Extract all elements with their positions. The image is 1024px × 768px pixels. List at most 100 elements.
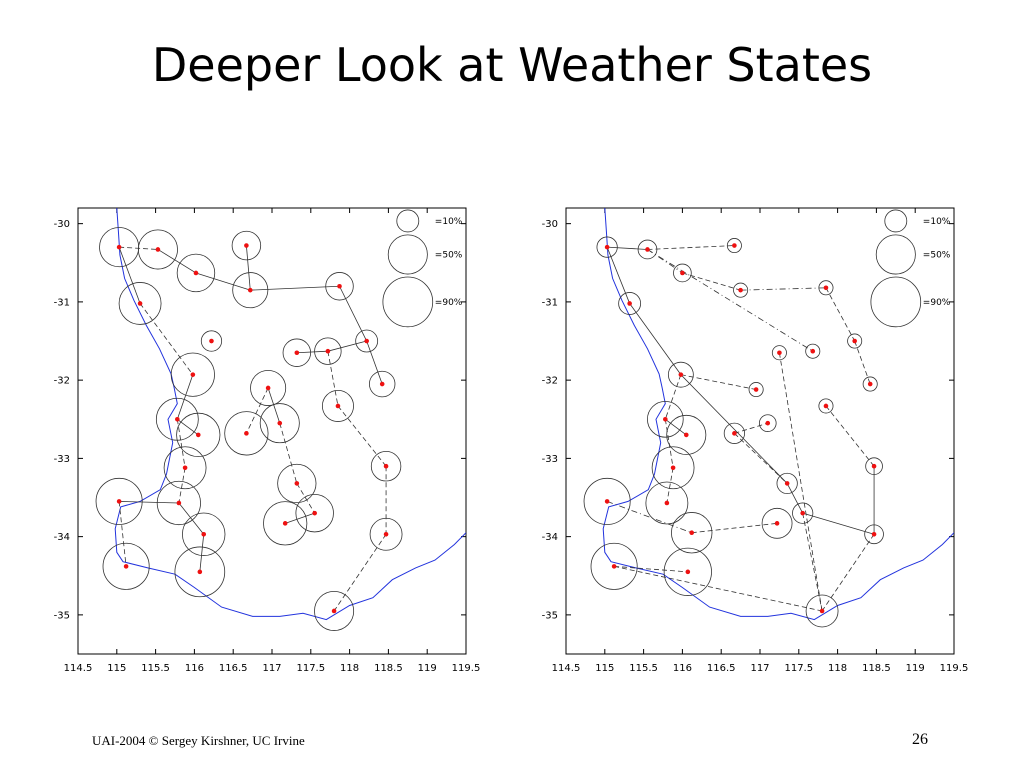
- precip-probability-circle: [325, 272, 354, 301]
- station-dot: [379, 381, 385, 387]
- x-tick-label: 116: [673, 663, 692, 674]
- station-dot: [197, 569, 203, 575]
- station-dot: [244, 243, 249, 248]
- station-link: [665, 418, 687, 436]
- station-dot: [209, 338, 214, 344]
- x-tick-label: 118.5: [374, 663, 403, 674]
- station-dot: [777, 350, 782, 356]
- precip-probability-circle: [137, 229, 178, 270]
- precip-probability-circle: [596, 236, 618, 258]
- station-dot: [265, 385, 271, 391]
- precip-probability-circle: [663, 547, 712, 596]
- legend-label: =10%: [435, 217, 463, 227]
- precip-probability-circle: [321, 389, 354, 422]
- x-tick-label: 115: [595, 663, 614, 674]
- y-tick-label: -31: [54, 297, 70, 308]
- station-dot: [325, 348, 331, 354]
- station-dot: [247, 287, 253, 293]
- y-tick-label: -30: [54, 219, 70, 230]
- coastline: [114, 208, 466, 621]
- precip-probability-circle: [232, 272, 269, 309]
- station-link: [178, 467, 186, 504]
- coastline: [602, 208, 954, 621]
- precip-probability-circle: [156, 480, 201, 526]
- station-dot: [155, 247, 161, 252]
- precip-probability-circle: [118, 282, 162, 325]
- slide-title: Deeper Look at Weather States: [151, 38, 873, 92]
- station-link: [614, 565, 688, 573]
- y-tick-label: -32: [54, 376, 70, 387]
- y-tick-label: -33: [542, 454, 558, 465]
- station-dot: [282, 521, 288, 526]
- station-link: [246, 387, 269, 434]
- station-link: [296, 350, 328, 354]
- plot-layer: [583, 208, 954, 628]
- precip-probability-circle: [174, 546, 226, 598]
- precip-probability-circle: [862, 376, 878, 392]
- precip-probability-circle: [176, 253, 216, 293]
- x-tick-label: 117.5: [784, 663, 813, 674]
- station-dot: [823, 403, 829, 409]
- station-link: [647, 245, 735, 250]
- station-dot: [645, 247, 650, 252]
- station-dot: [678, 372, 684, 377]
- precip-probability-circle: [95, 477, 143, 525]
- station-link: [666, 467, 674, 504]
- station-link: [250, 285, 340, 291]
- station-link: [740, 287, 826, 291]
- station-dot: [871, 463, 877, 469]
- precip-probability-circle: [259, 403, 300, 444]
- precip-probability-circle: [618, 292, 642, 315]
- station-dot: [823, 285, 829, 291]
- station-dot: [732, 431, 737, 436]
- station-dot: [383, 531, 389, 537]
- precip-probability-circle: [805, 343, 821, 359]
- x-tick-label: 119.5: [940, 663, 969, 674]
- precip-probability-circle: [370, 451, 402, 482]
- x-tick-label: 117: [262, 663, 281, 674]
- station-dot: [784, 481, 790, 486]
- precip-probability-circle: [355, 329, 379, 353]
- station-link: [157, 249, 197, 274]
- precip-probability-circle: [733, 282, 749, 298]
- station-dot: [337, 283, 342, 289]
- x-tick-label: 118.5: [862, 663, 891, 674]
- station-dot: [604, 499, 610, 504]
- station-dot: [604, 244, 610, 250]
- precip-probability-circle: [368, 370, 396, 398]
- station-link: [680, 374, 788, 484]
- precip-probability-circle: [583, 477, 631, 525]
- x-tick-label: 119: [906, 663, 925, 674]
- station-dot: [800, 510, 805, 516]
- precip-probability-circle: [295, 493, 334, 533]
- station-dot: [383, 463, 389, 469]
- footer-credit: UAI-2004 © Sergey Kirshner, UC Irvine: [92, 733, 305, 748]
- y-tick-label: -34: [542, 532, 558, 543]
- precip-probability-circle: [250, 369, 287, 406]
- legend-circle: [396, 209, 420, 233]
- station-link: [337, 405, 387, 467]
- precip-probability-circle: [865, 457, 883, 476]
- x-tick-label: 118: [340, 663, 359, 674]
- left-map: 114.5 115 115.5 116 116.5 117 117.5 118 118.5 119…: [54, 207, 480, 674]
- y-tick-label: -32: [542, 376, 558, 387]
- station-dot: [182, 465, 188, 471]
- precip-probability-circle: [170, 352, 215, 397]
- x-tick-label: 116.5: [219, 663, 248, 674]
- station-link: [825, 405, 875, 467]
- station-link: [199, 534, 205, 572]
- station-dot: [663, 416, 668, 422]
- precip-probability-circle: [314, 590, 355, 631]
- precip-probability-circle: [847, 333, 863, 349]
- station-link: [802, 512, 875, 535]
- station-dot: [312, 510, 317, 516]
- station-dot: [852, 338, 857, 344]
- precip-probability-circle: [163, 446, 207, 490]
- station-dot: [294, 481, 300, 486]
- x-tick-label: 116: [185, 663, 204, 674]
- station-dot: [190, 372, 196, 377]
- station-dot: [685, 569, 691, 575]
- station-link: [366, 340, 383, 385]
- station-dot: [123, 564, 129, 569]
- precip-probability-circle: [590, 542, 638, 590]
